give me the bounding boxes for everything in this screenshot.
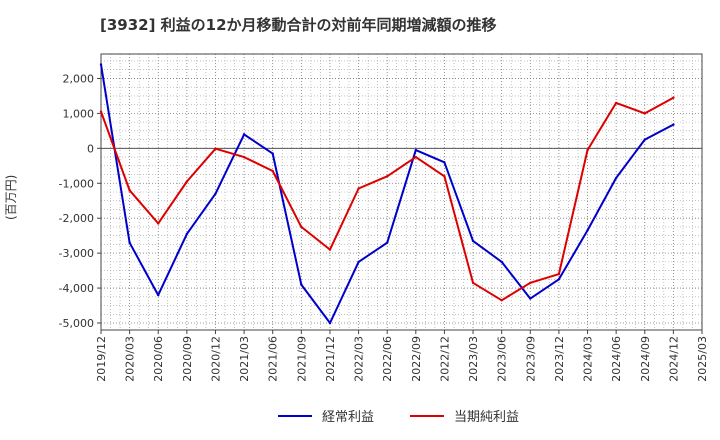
x-tick-label: 2021/12 — [324, 336, 337, 382]
x-tick-label: 2021/03 — [238, 336, 251, 382]
x-tick-label: 2020/06 — [152, 336, 165, 382]
y-tick-label: 2,000 — [63, 72, 95, 85]
x-tick-label: 2020/09 — [181, 336, 194, 382]
series-2-point — [414, 155, 418, 159]
series-2-point — [99, 110, 103, 113]
series-1-point — [586, 229, 589, 232]
x-tick-label: 2024/03 — [582, 336, 595, 382]
y-tick-label: -4,000 — [59, 282, 94, 295]
series-1-point — [271, 152, 274, 155]
series-2-point — [614, 101, 618, 105]
y-tick-label: -3,000 — [59, 247, 94, 260]
series-2-point — [271, 169, 274, 173]
series-1-point — [414, 148, 418, 152]
series-2-point — [643, 112, 646, 115]
series-1-point — [214, 192, 217, 195]
series-2-point — [586, 148, 589, 152]
x-tick-label: 2022/12 — [438, 336, 451, 382]
x-tick-label: 2021/09 — [295, 336, 308, 382]
series-2-point — [443, 175, 446, 178]
series-2-point — [214, 147, 217, 150]
series-1-point — [385, 241, 389, 244]
chart-title: [3932] 利益の12か月移動合計の対前年同期増減額の推移 — [100, 16, 497, 34]
series-2-point — [529, 281, 532, 285]
series-1-point — [157, 293, 160, 297]
x-tick-label: 2024/09 — [639, 336, 652, 382]
series-2-point — [300, 225, 303, 229]
series-1-point — [672, 123, 675, 126]
series-2-point — [557, 272, 561, 276]
x-tick-label: 2019/12 — [95, 336, 108, 382]
x-tick-label: 2023/12 — [553, 336, 566, 382]
series-1-point — [529, 297, 532, 300]
series-1-point — [242, 133, 246, 136]
series-1-point — [471, 239, 475, 243]
x-tick-label: 2025/03 — [696, 336, 709, 382]
x-tick-label: 2022/09 — [410, 336, 423, 382]
y-tick-label: -1,000 — [59, 177, 94, 190]
series-2-point — [672, 96, 675, 99]
y-tick-label: 0 — [87, 142, 94, 155]
series-2-point — [128, 189, 131, 192]
series-2-point — [185, 180, 189, 183]
y-tick-label: 1,000 — [63, 107, 95, 120]
series-2-point — [500, 299, 503, 302]
x-tick-label: 2023/03 — [467, 336, 480, 382]
x-tick-label: 2024/06 — [610, 336, 623, 382]
series-2-point — [471, 281, 475, 285]
x-tick-label: 2022/03 — [353, 336, 366, 382]
series-2-point — [242, 155, 246, 159]
legend-label-1: 経常利益 — [322, 410, 374, 425]
x-tick-label: 2020/03 — [124, 336, 137, 382]
series-1-point — [357, 260, 360, 264]
series-2-point — [357, 187, 360, 190]
x-tick-label: 2023/06 — [496, 336, 509, 382]
x-tick-label: 2024/12 — [667, 336, 680, 382]
legend-label-2: 当期純利益 — [454, 410, 519, 425]
y-tick-label: -2,000 — [59, 212, 94, 225]
series-1-point — [557, 278, 561, 281]
y-tick-label: -5,000 — [59, 317, 94, 330]
series-1-point — [128, 241, 131, 244]
series-1-point — [643, 138, 646, 141]
series-1-point — [614, 176, 618, 180]
series-1-point — [328, 321, 332, 325]
plot-border — [100, 53, 703, 331]
x-tick-label: 2020/12 — [209, 336, 222, 382]
x-tick-label: 2022/06 — [381, 336, 394, 382]
x-tick-label: 2023/09 — [524, 336, 537, 382]
series-1-point — [443, 161, 446, 164]
series-1-point — [300, 283, 303, 286]
series-2-point — [328, 248, 332, 251]
series-2-point — [385, 175, 389, 178]
series-1-point — [99, 63, 103, 66]
series-1-point — [185, 232, 189, 236]
series-1-point — [500, 260, 503, 264]
series-2-point — [157, 222, 160, 225]
x-tick-label: 2021/06 — [267, 336, 280, 382]
